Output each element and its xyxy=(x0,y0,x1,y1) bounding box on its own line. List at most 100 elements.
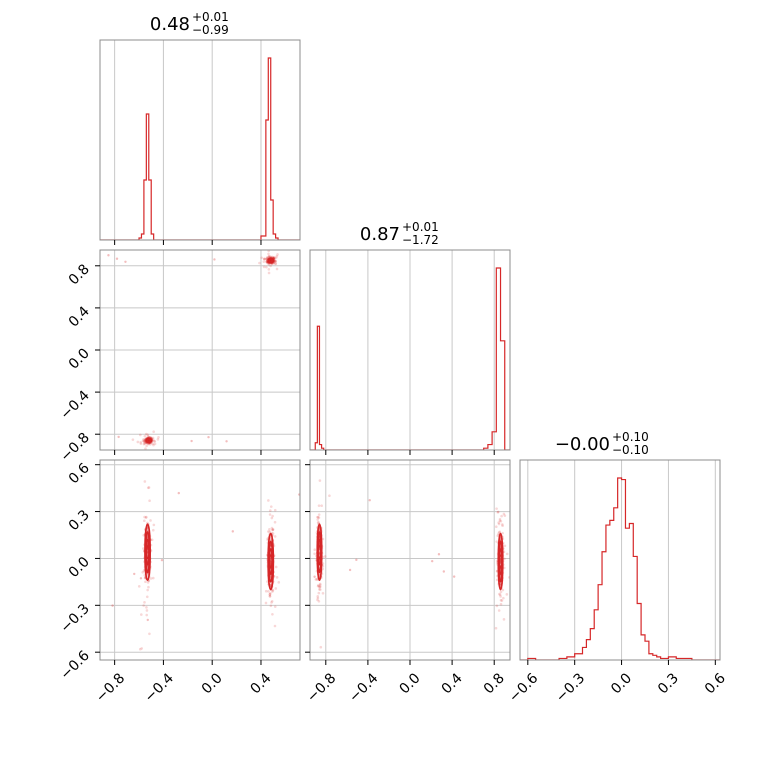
scatter-point xyxy=(272,258,276,262)
scatter-point xyxy=(274,587,278,590)
x-tick-label: 0.6 xyxy=(702,670,729,697)
scatter-point xyxy=(499,595,502,598)
scatter-point xyxy=(495,507,498,510)
scatter-point xyxy=(151,436,155,440)
scatter-point xyxy=(143,434,147,438)
scatter-point xyxy=(271,528,275,532)
scatter-point xyxy=(267,271,271,275)
scatter-point xyxy=(317,504,321,507)
x-tick-label: −0.4 xyxy=(142,670,177,705)
scatter-point xyxy=(273,520,277,524)
scatter-point xyxy=(268,594,272,598)
scatter-outlier xyxy=(133,572,136,576)
scatter-point xyxy=(143,601,146,604)
scatter-point xyxy=(146,588,149,592)
scatter-point xyxy=(266,530,270,533)
scatter-point xyxy=(268,593,272,596)
scatter-outlier xyxy=(146,618,149,622)
scatter-point xyxy=(141,547,145,550)
histogram-group xyxy=(520,477,720,660)
scatter-point xyxy=(142,533,146,537)
panel-title-lower: −0.99 xyxy=(192,23,229,37)
scatter-point xyxy=(328,494,331,497)
scatter-point xyxy=(319,645,323,649)
scatter-point xyxy=(317,585,321,588)
scatter-point xyxy=(313,548,317,552)
scatter-point xyxy=(151,442,155,446)
scatter-point xyxy=(268,595,272,598)
scatter-point xyxy=(501,531,504,535)
x-tick-label: −0.6 xyxy=(506,670,541,705)
scatter-point xyxy=(274,262,278,265)
scatter-point xyxy=(150,439,154,443)
scatter-point xyxy=(271,528,275,531)
scatter-point xyxy=(260,256,263,260)
scatter-point xyxy=(499,602,503,606)
scatter-point xyxy=(267,256,270,260)
scatter-point xyxy=(268,256,271,259)
scatter-point xyxy=(274,259,278,263)
scatter-point xyxy=(266,259,270,263)
scatter-point xyxy=(146,433,150,437)
scatter-point xyxy=(144,441,148,445)
scatter-point xyxy=(144,516,148,519)
scatter-point xyxy=(273,259,277,263)
x-tick-label: 0.4 xyxy=(439,670,466,697)
scatter-point xyxy=(502,618,506,621)
scatter-point xyxy=(146,551,149,555)
panel-title-lower: −1.72 xyxy=(402,233,439,247)
scatter-point xyxy=(146,581,150,584)
scatter-point xyxy=(271,589,275,592)
scatter-point xyxy=(272,256,275,260)
scatter-point xyxy=(267,262,271,266)
scatter-point xyxy=(497,522,501,526)
scatter-point xyxy=(139,440,142,444)
scatter-point xyxy=(498,592,501,596)
panel-frame xyxy=(519,459,721,661)
scatter-point xyxy=(319,585,322,588)
x-tick-label: 0.0 xyxy=(608,670,635,697)
x-tick-label: 0.3 xyxy=(655,670,682,697)
scatter-point xyxy=(142,569,146,572)
scatter-point xyxy=(148,632,151,636)
scatter-point xyxy=(267,252,270,256)
scatter-point xyxy=(271,532,275,535)
scatter-point xyxy=(499,561,502,565)
scatter-point xyxy=(142,604,145,607)
scatter-point xyxy=(266,258,269,262)
scatter-outlier xyxy=(117,435,120,439)
scatter-point xyxy=(316,598,319,602)
scatter-point xyxy=(272,256,275,260)
scatter-point xyxy=(267,499,270,502)
panel-title-upper: +0.01 xyxy=(402,220,439,234)
scatter-point xyxy=(145,613,149,617)
scatter-point xyxy=(502,512,506,516)
scatter-point xyxy=(143,515,146,519)
scatter-point xyxy=(150,439,154,442)
scatter-point xyxy=(268,593,272,596)
x-tick-label: −0.8 xyxy=(304,670,339,705)
scatter-point xyxy=(269,264,272,268)
x-tick-label: 0.8 xyxy=(481,670,508,697)
scatter-point xyxy=(151,528,155,532)
scatter-point xyxy=(499,519,503,523)
scatter-outlier xyxy=(442,570,446,573)
scatter-point xyxy=(316,521,320,524)
scatter-point xyxy=(265,257,268,261)
x-tick-label: 0.0 xyxy=(199,670,226,697)
scatter-point xyxy=(276,253,279,256)
scatter-point xyxy=(143,440,147,444)
contour-level-1 xyxy=(146,438,152,443)
scatter-point xyxy=(272,256,276,259)
scatter-point xyxy=(267,254,271,258)
scatter-point xyxy=(151,576,155,580)
scatter-point xyxy=(265,259,269,262)
scatter-point xyxy=(272,261,276,264)
scatter-point xyxy=(496,510,500,514)
scatter-point xyxy=(500,599,504,602)
scatter-point xyxy=(270,262,274,266)
y-tick-label: 0.0 xyxy=(66,554,93,581)
panel-title-value: 0.48 xyxy=(150,14,190,35)
contour-level-3 xyxy=(316,523,323,582)
panel-title-value: 0.87 xyxy=(360,224,400,245)
